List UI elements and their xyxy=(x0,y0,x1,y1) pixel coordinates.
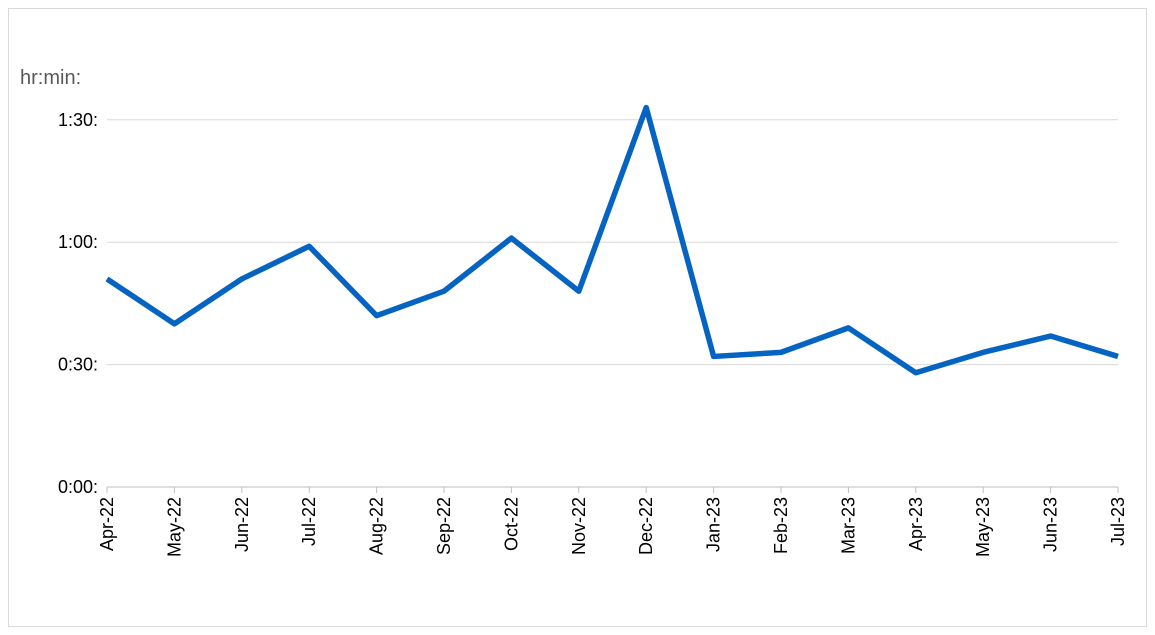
x-tick-label: Sep-22 xyxy=(434,497,454,555)
chart-border xyxy=(8,8,1147,627)
x-tick-label: Apr-22 xyxy=(97,497,117,551)
data-line xyxy=(105,104,1119,376)
y-axis-label: hr:min: xyxy=(20,67,81,89)
x-tick-label: Jun-23 xyxy=(1041,497,1061,552)
x-tick-label: Jul-22 xyxy=(299,497,319,546)
x-tick-label: Nov-22 xyxy=(569,497,589,555)
x-tick-label: Dec-22 xyxy=(636,497,656,555)
x-tick-label: Mar-23 xyxy=(838,497,858,554)
y-tick-label: 0:30: xyxy=(58,355,98,375)
x-tick-label: Aug-22 xyxy=(367,497,387,555)
y-tick-label: 1:00: xyxy=(58,232,98,252)
x-tick-label: May-23 xyxy=(973,497,993,557)
x-tick-label: May-22 xyxy=(164,497,184,557)
x-tick-label: Jan-23 xyxy=(704,497,724,552)
x-tick-label: Jul-23 xyxy=(1108,497,1128,546)
x-tick-label: Feb-23 xyxy=(771,497,791,554)
x-tick-label: Oct-22 xyxy=(501,497,521,551)
y-tick-label: 1:30: xyxy=(58,110,98,130)
x-tick-label: Jun-22 xyxy=(232,497,252,552)
x-tick-label: Apr-23 xyxy=(906,497,926,551)
y-tick-label: 0:00: xyxy=(58,477,98,497)
